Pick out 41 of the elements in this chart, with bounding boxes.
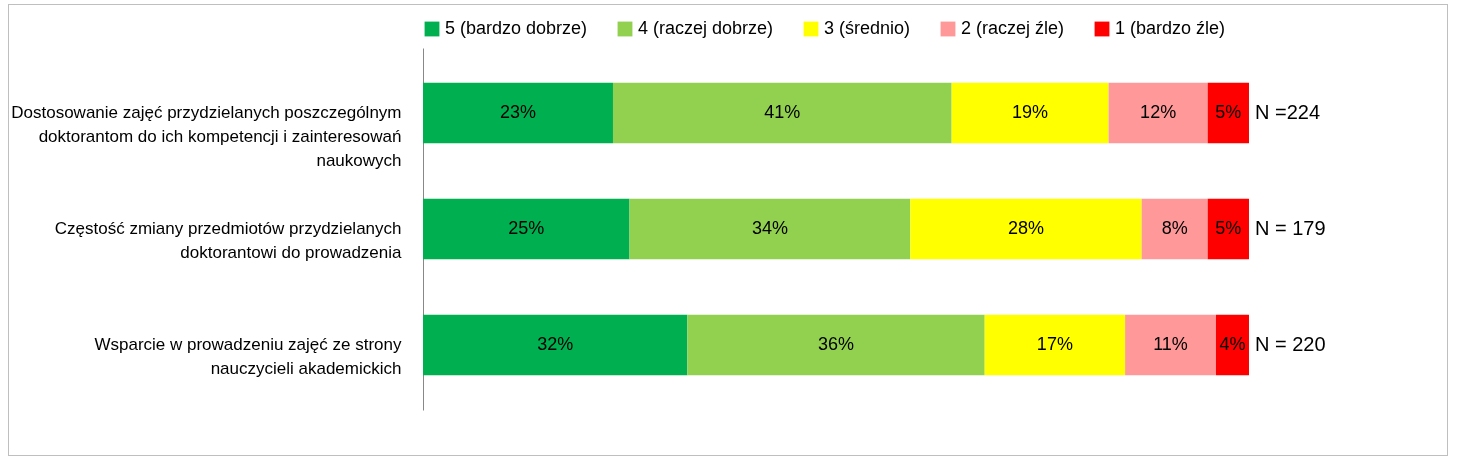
data-label: 32%	[537, 334, 574, 355]
bar	[423, 314, 688, 376]
bar	[423, 82, 613, 144]
bar	[1207, 198, 1249, 260]
y-tick-label: Dostosowanie zajęć przydzielanych poszczególnym doktorantom do ich kompetencji i zainteresowań naukowych	[11, 102, 402, 170]
data-label: 28%	[1007, 218, 1044, 238]
bar	[1125, 314, 1216, 376]
data-label: 12%	[1140, 101, 1177, 122]
bar	[687, 314, 985, 376]
bar	[1207, 82, 1249, 144]
data-label: 5%	[1215, 218, 1242, 238]
data-label: 19%	[1012, 101, 1049, 122]
data-label: 11%	[1153, 334, 1188, 355]
bar	[423, 198, 630, 260]
bar	[1141, 198, 1208, 260]
bar	[629, 198, 911, 260]
legend-label: 4 (raczej dobrze)	[638, 18, 774, 38]
text: N =224	[1255, 100, 1321, 123]
data-label: 41%	[764, 101, 801, 122]
data-label: 17%	[1036, 334, 1073, 355]
bar	[1108, 82, 1208, 144]
bar	[951, 82, 1109, 144]
y-tick-label: Częstość zmiany przedmiotów przydzielanych doktorantowi do prowadzenia	[54, 219, 403, 262]
legend-label: 3 (średnio)	[824, 18, 911, 38]
bar	[1215, 314, 1249, 376]
data-label: 5%	[1215, 101, 1242, 122]
data-label: 8%	[1161, 218, 1188, 238]
text: N = 179	[1255, 217, 1326, 239]
data-label: 23%	[499, 101, 537, 122]
legend-label: 1 (bardzo źle)	[1115, 18, 1226, 38]
data-label: 4%	[1219, 334, 1246, 355]
data-label: 34%	[751, 218, 788, 238]
legend-label: 2 (raczej źle)	[961, 18, 1065, 38]
bar	[612, 82, 952, 144]
legend-label: 5 (bardzo dobrze)	[445, 18, 588, 38]
y-tick-label: Wsparcie w prowadzeniu zajęć ze strony nauczycieli akademickich	[94, 335, 402, 379]
bar	[910, 198, 1142, 260]
bar	[984, 314, 1126, 376]
text: N = 220	[1255, 333, 1326, 356]
data-label: 36%	[817, 334, 855, 355]
data-label: 25%	[508, 218, 545, 238]
